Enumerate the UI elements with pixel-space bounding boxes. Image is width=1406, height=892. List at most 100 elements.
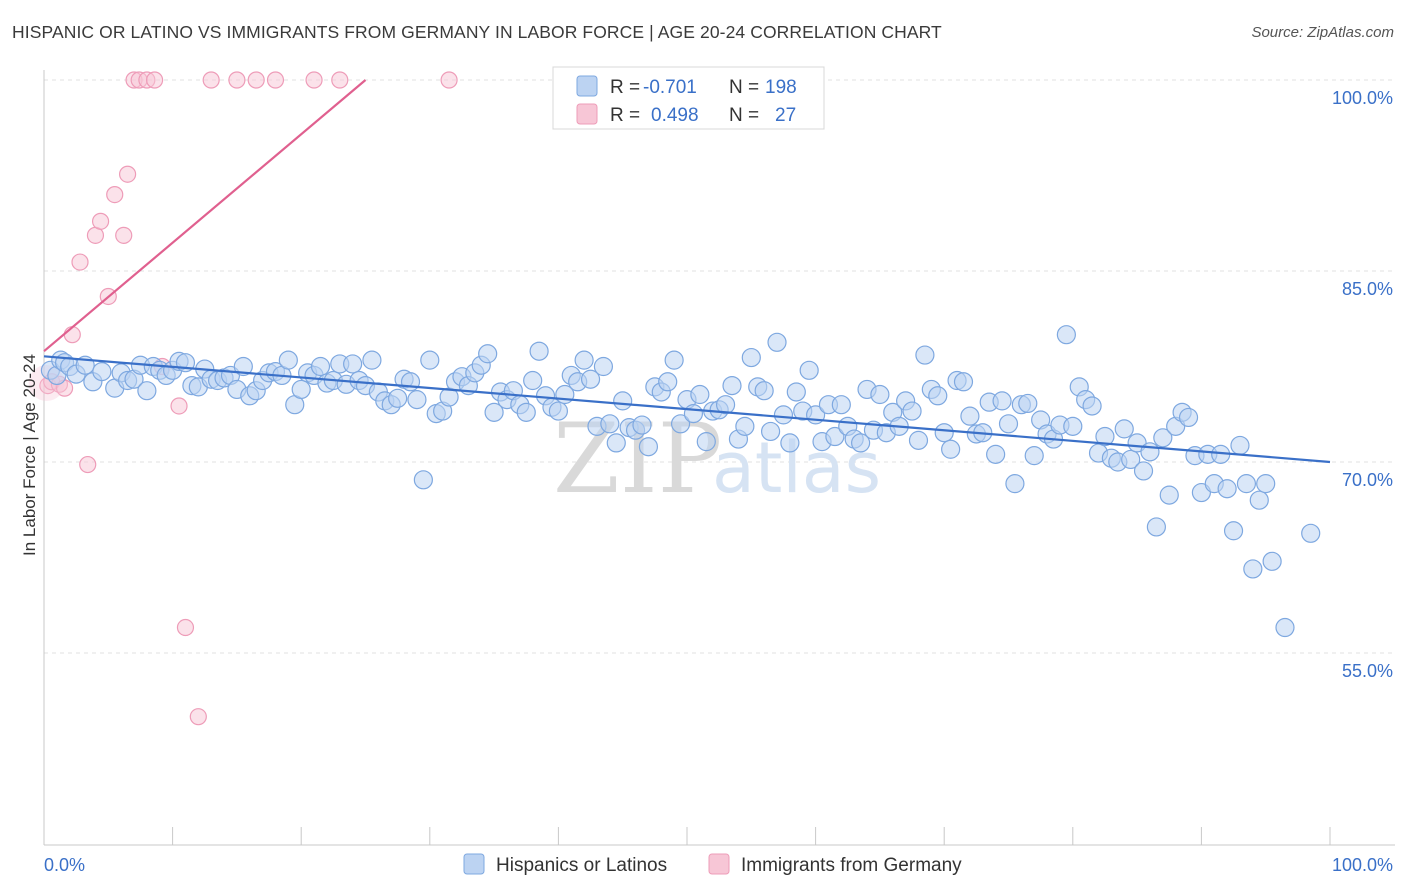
hispanic-point (934, 423, 954, 443)
germany-point (228, 71, 246, 89)
hispanic-point (1095, 426, 1115, 447)
hispanic-point (670, 414, 691, 434)
hispanic-point (529, 341, 549, 361)
legend-r-value-1: -0.701 (643, 77, 697, 98)
hispanic-point (953, 372, 974, 392)
hispanic-point (1249, 490, 1269, 510)
hispanic-point (1140, 442, 1160, 462)
legend-n-value-1: 198 (765, 77, 797, 98)
hispanic-point (1056, 325, 1076, 345)
hispanic-point (1005, 474, 1025, 494)
hispanic-point (478, 344, 498, 364)
hispanic-point (851, 433, 871, 453)
hispanic-point (664, 350, 684, 370)
hispanic-point (780, 433, 800, 453)
y-tick-label: 85.0% (1342, 279, 1393, 299)
legend-blue-swatch (576, 75, 598, 97)
hispanic-point (1082, 396, 1102, 416)
hispanic-point (278, 350, 298, 370)
chart-title: HISPANIC OR LATINO VS IMMIGRANTS FROM GE… (12, 22, 942, 42)
hispanic-point (1146, 517, 1166, 537)
hispanic-point (741, 347, 761, 368)
legend-n-value-2: 27 (775, 105, 796, 126)
hispanic-point (1133, 461, 1154, 481)
germany-point (247, 71, 265, 89)
hispanic-point (580, 369, 601, 389)
hispanic-point (960, 406, 980, 426)
hispanic-point (1217, 479, 1237, 499)
hispanic-point (941, 439, 961, 459)
trend-lines (43, 79, 1331, 464)
hispanic-point (523, 370, 543, 391)
hispanic-point (233, 356, 253, 377)
hispanic-point (310, 356, 331, 377)
germany-point (305, 71, 323, 89)
germany-point (170, 397, 188, 415)
germany-point (115, 226, 133, 244)
hispanic-point (1024, 446, 1044, 466)
hispanic-point (735, 416, 755, 436)
hispanic-point (1256, 474, 1276, 494)
hispanic-point (606, 433, 626, 453)
hispanic-point (1236, 474, 1257, 494)
axes (43, 70, 1395, 846)
hispanic-point (632, 415, 652, 435)
hispanic-point (593, 356, 614, 377)
germany-point (189, 708, 207, 726)
hispanic-point (638, 437, 659, 457)
legend-n-label-2: N = (729, 105, 759, 126)
hispanic-point (362, 350, 382, 370)
legend-r-label-1: R = (610, 77, 640, 98)
hispanic-point (1223, 521, 1244, 541)
hispanic-point (1262, 551, 1282, 571)
hispanic-point (1063, 416, 1083, 436)
germany-point (71, 253, 89, 271)
hispanic-point (722, 376, 742, 396)
germany-point (91, 212, 110, 230)
bottom-legend-pink-swatch (708, 853, 730, 875)
hispanic-point (928, 386, 948, 406)
hispanic-point (291, 379, 311, 400)
hispanic-point (870, 384, 890, 405)
legend-r-label-2: R = (610, 105, 640, 126)
hispanic-point (825, 426, 845, 447)
y-tick-labels: 100.0% 85.0% 70.0% 55.0% (1332, 88, 1393, 681)
legend-box: R = -0.701 N = 198 R = 0.498 N = 27 (552, 66, 825, 130)
germany-point (202, 71, 220, 89)
hispanic-point (902, 401, 922, 421)
hispanic-point (998, 414, 1019, 434)
germany-point (63, 326, 81, 344)
hispanic-point (1159, 485, 1179, 505)
y-tick-label: 55.0% (1342, 661, 1393, 681)
hispanic-point (986, 444, 1006, 464)
hispanic-point (1230, 435, 1250, 456)
hispanic-point (613, 391, 633, 411)
hispanic-point (388, 388, 408, 408)
hispanic-point (484, 402, 504, 422)
hispanic-point (1178, 407, 1199, 428)
hispanic-point (1153, 428, 1173, 448)
legend-n-label-1: N = (729, 77, 759, 98)
hispanic-point (690, 384, 710, 405)
y-tick-label: 100.0% (1332, 88, 1393, 108)
x-tick-label-start: 0.0% (44, 855, 85, 875)
hispanic-point (548, 401, 569, 421)
germany-point (176, 618, 195, 637)
hispanic-point (343, 354, 363, 374)
hispanic-point (1301, 523, 1321, 543)
hispanic-point (137, 381, 157, 401)
trend-line-germany (43, 79, 367, 353)
hispanic-point (754, 381, 774, 401)
hispanic-point (773, 405, 794, 425)
hispanic-point (760, 421, 781, 442)
germany-point (79, 455, 97, 474)
hispanic-point (420, 350, 440, 370)
hispanic-point (400, 372, 421, 392)
germany-point (118, 165, 137, 183)
germany-point (440, 71, 458, 89)
bottom-legend-blue-swatch (463, 853, 485, 875)
hispanic-point (915, 345, 935, 365)
hispanic-point (786, 382, 806, 402)
hispanic-point (1114, 419, 1134, 439)
